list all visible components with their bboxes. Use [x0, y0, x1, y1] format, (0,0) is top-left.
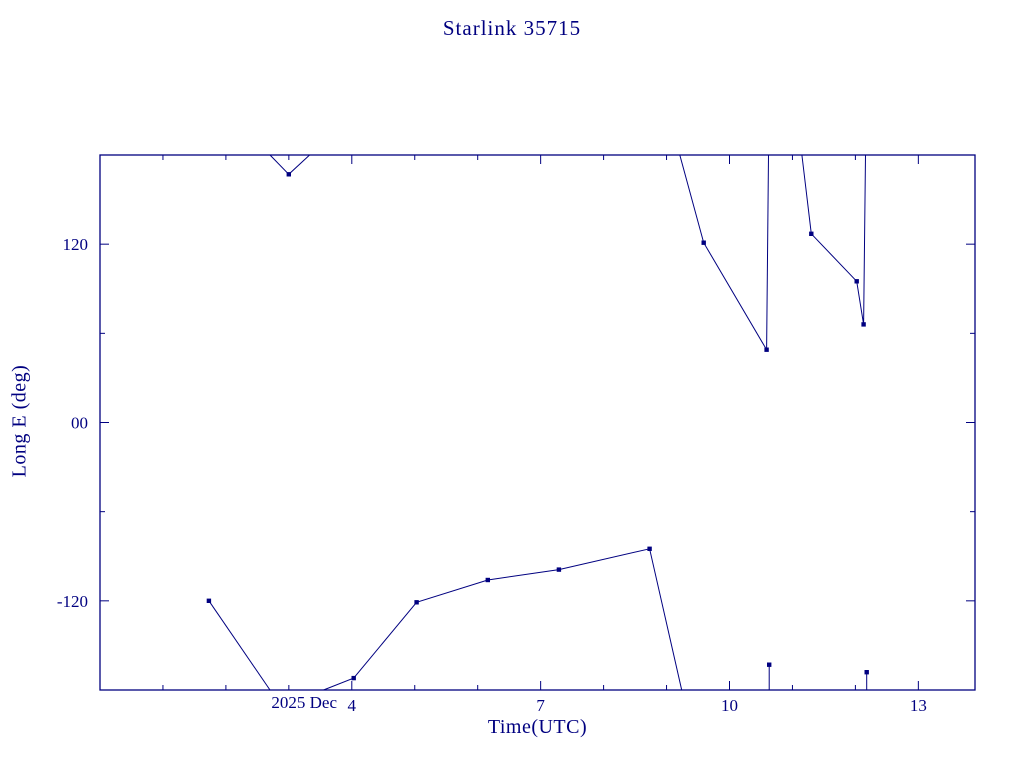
y-tick-label: -120 [57, 592, 88, 611]
y-tick-label: 120 [63, 235, 89, 254]
x-tick-label: 13 [910, 696, 927, 715]
x-axis-label: Time(UTC) [487, 716, 588, 738]
data-point-marker [701, 240, 706, 245]
data-point-marker [414, 600, 419, 605]
data-point-marker [861, 322, 866, 327]
data-point-marker [206, 598, 212, 603]
data-point-marker [647, 546, 652, 551]
data-point-marker [809, 231, 814, 236]
data-point-marker [485, 577, 490, 583]
data-point-marker [764, 347, 769, 352]
chart-title: Starlink 35715 [442, 16, 582, 40]
data-line-segment [323, 548, 683, 691]
data-line-segment [679, 154, 769, 352]
data-point-marker [864, 670, 869, 675]
y-tick-label: 00 [71, 414, 88, 433]
data-point-marker [556, 567, 562, 572]
data-point-marker [767, 662, 772, 667]
x-tick-label: 7 [536, 696, 545, 715]
x-tick-label: 4 [348, 696, 357, 715]
data-point-marker [286, 172, 291, 177]
data-point-marker [854, 279, 859, 284]
x-tick-label: 10 [721, 696, 738, 715]
data-line-segment [269, 154, 310, 175]
data-line-segment [208, 600, 271, 691]
data-point-marker [351, 675, 356, 681]
plot-frame [99, 154, 976, 691]
data-line-segment [801, 154, 866, 325]
x-axis-date-prefix: 2025 Dec [271, 693, 337, 712]
